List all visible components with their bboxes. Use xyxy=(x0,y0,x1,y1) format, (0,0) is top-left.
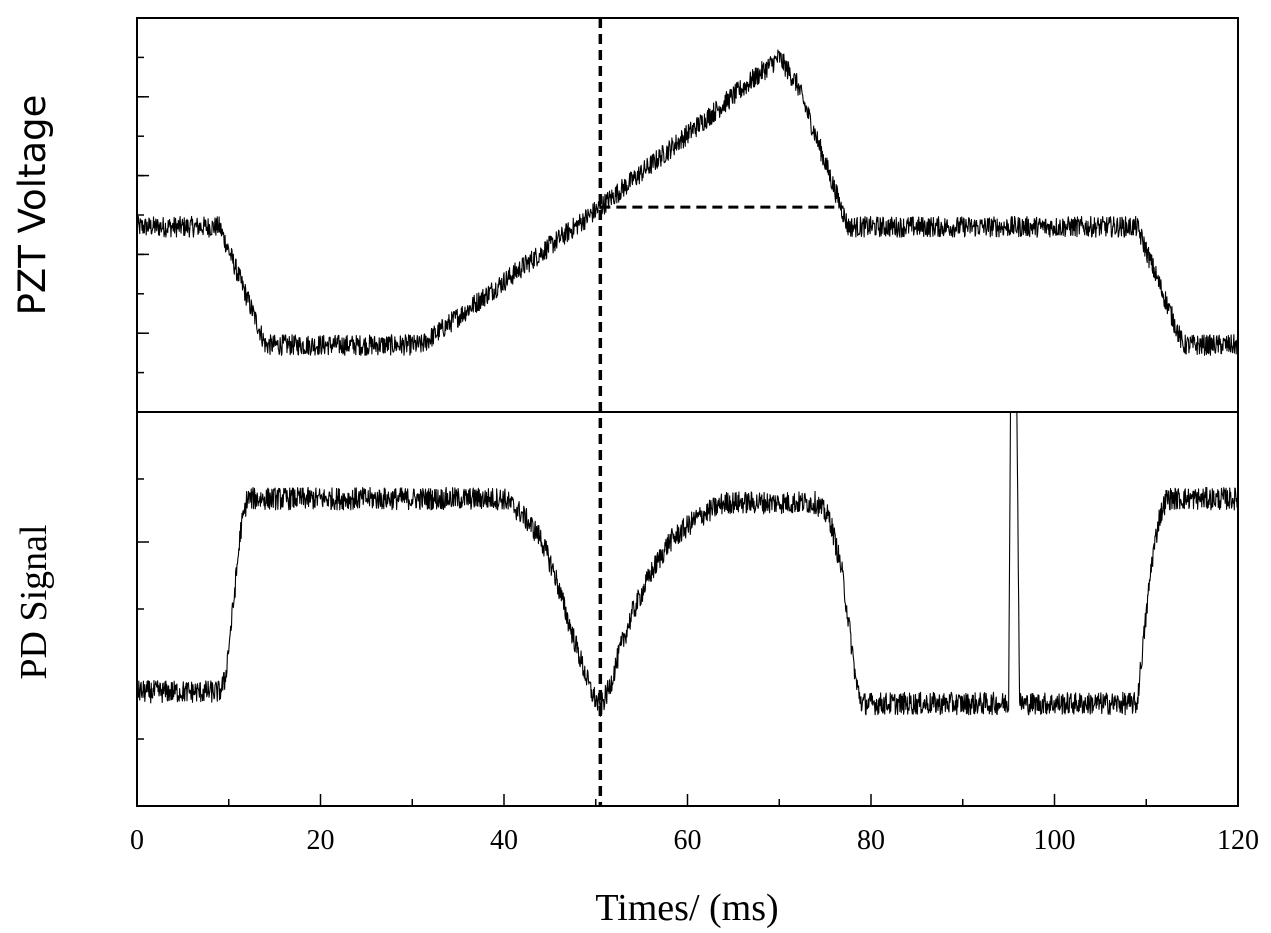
pd-signal-y-ticks xyxy=(137,478,149,740)
x-tick-label: 80 xyxy=(857,825,885,856)
pd-signal-panel xyxy=(136,411,1239,740)
pzt-voltage-series xyxy=(136,49,1239,356)
pd-signal-axis-label: PD Signal xyxy=(13,524,55,679)
pzt-voltage-panel xyxy=(136,49,1239,374)
x-tick-label: 0 xyxy=(130,825,144,856)
x-axis-tick-labels: 0 20 40 60 80 100 120 xyxy=(130,825,1259,856)
pzt-voltage-trace xyxy=(136,49,1239,356)
x-tick-label: 60 xyxy=(674,825,702,856)
x-tick-label: 40 xyxy=(490,825,518,856)
x-tick-label: 120 xyxy=(1217,825,1259,856)
pzt-voltage-y-ticks xyxy=(137,56,149,374)
x-tick-label: 100 xyxy=(1034,825,1076,856)
x-tick-label: 20 xyxy=(307,825,335,856)
pd-signal-trace xyxy=(136,411,1239,717)
x-axis-label: Times/ (ms) xyxy=(595,887,778,929)
pd-signal-series xyxy=(136,411,1239,717)
pzt-voltage-axis-label: PZT Voltage xyxy=(11,95,54,316)
